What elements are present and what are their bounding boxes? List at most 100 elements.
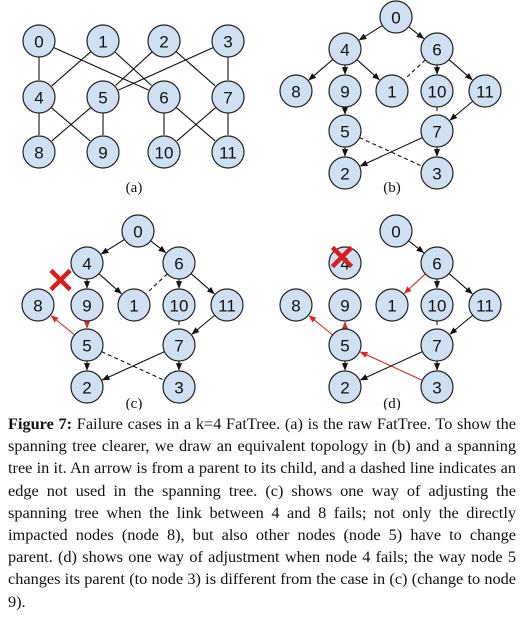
node-label: 6: [174, 255, 183, 274]
node-circle: [328, 328, 362, 362]
node-3: 3: [420, 156, 454, 190]
node-circle: [147, 80, 181, 114]
node-label: 10: [170, 297, 189, 316]
edge-0-4: [100, 239, 125, 255]
caption-text: Failure cases in a k=4 FatTree. (a) is t…: [8, 414, 516, 611]
node-9: 9: [70, 288, 104, 322]
node-1: 1: [86, 24, 120, 58]
node-3: 3: [211, 24, 245, 58]
node-3: 3: [420, 370, 454, 404]
node-label: 6: [432, 255, 441, 274]
node-circle: [328, 32, 362, 66]
node-9: 9: [86, 135, 120, 169]
node-label: 5: [340, 337, 349, 356]
node-circle: [22, 24, 56, 58]
node-5: 5: [328, 114, 362, 148]
node-circle: [328, 156, 362, 190]
node-label: 7: [432, 337, 441, 356]
node-label: 9: [340, 297, 349, 316]
node-label: 11: [476, 83, 494, 102]
node-label: 5: [82, 337, 91, 356]
node-1: 1: [117, 288, 151, 322]
node-circle: [21, 288, 55, 322]
panel-label: (b): [383, 180, 401, 196]
node-2: 2: [328, 370, 362, 404]
node-label: 8: [291, 83, 300, 102]
node-label: 8: [33, 297, 42, 316]
edge-0-6: [150, 240, 167, 254]
node-1: 1: [375, 288, 409, 322]
node-label: 7: [223, 89, 232, 108]
node-circle: [328, 114, 362, 148]
edge-6-11: [448, 273, 473, 295]
node-10: 10: [147, 135, 181, 169]
node-label: 0: [34, 33, 43, 52]
node-label: 4: [82, 255, 91, 274]
node-label: 1: [129, 297, 138, 316]
edge-7-2: [359, 137, 423, 167]
node-circle: [375, 288, 409, 322]
node-6: 6: [420, 246, 454, 280]
node-circle: [375, 74, 409, 108]
node-circle: [22, 135, 56, 169]
edge-0-6: [408, 26, 425, 40]
edge-11-7: [449, 314, 474, 335]
edge-6-11: [448, 59, 473, 81]
edge-2-5: [115, 51, 153, 86]
node-4: 4: [70, 246, 104, 280]
node-2: 2: [328, 156, 362, 190]
node-circle: [70, 246, 104, 280]
edge-5-3: [101, 351, 164, 381]
node-circle: [162, 246, 196, 280]
figure-diagram: 0 1 2 34 5 6 78 9 10 11(a) 04 68 9 1 10 115 72 3(b) 04 68…: [21, 0, 502, 410]
node-label: 3: [174, 379, 183, 398]
node-circle: [328, 370, 362, 404]
node-label: 8: [291, 297, 300, 316]
node-9: 9: [328, 288, 362, 322]
node-circle: [468, 288, 502, 322]
node-circle: [162, 370, 196, 404]
node-5: 5: [70, 328, 104, 362]
node-1: 1: [375, 74, 409, 108]
node-circle: [147, 135, 181, 169]
node-circle: [420, 370, 454, 404]
edge-0-4: [358, 25, 383, 41]
node-0: 0: [121, 214, 155, 248]
node-11: 11: [468, 288, 502, 322]
edge-4-1: [98, 273, 122, 295]
node-2: 2: [147, 24, 181, 58]
edge-4-8: [308, 58, 334, 81]
node-label: 2: [159, 33, 168, 52]
node-label: 4: [340, 41, 349, 60]
edge-5-3: [359, 137, 422, 167]
node-circle: [86, 24, 120, 58]
node-label: 2: [340, 165, 349, 184]
node-label: 8: [34, 144, 43, 163]
node-label: 9: [82, 297, 91, 316]
edge-5-8: [51, 107, 92, 142]
node-label: 10: [155, 144, 174, 163]
node-label: 11: [476, 297, 494, 316]
node-label: 4: [340, 255, 349, 274]
panel-a: 0 1 2 3 4 5 6 7 8 9 10 11 (a): [22, 24, 245, 196]
edge-4-1: [356, 59, 380, 81]
node-circle: [420, 246, 454, 280]
node-circle: [70, 370, 104, 404]
edge-5-8: [308, 315, 333, 336]
node-circle: [328, 288, 362, 322]
node-circle: [162, 288, 196, 322]
node-8: 8: [22, 135, 56, 169]
node-circle: [70, 328, 104, 362]
node-label: 4: [34, 89, 43, 108]
edge-0-6: [408, 240, 425, 254]
edge-7-2: [359, 351, 423, 381]
node-7: 7: [162, 328, 196, 362]
panel-label: (d): [383, 396, 401, 410]
node-circle: [420, 114, 454, 148]
node-9: 9: [328, 74, 362, 108]
node-7: 7: [211, 80, 245, 114]
node-circle: [86, 135, 120, 169]
node-4: 4: [22, 80, 56, 114]
node-circle: [211, 24, 245, 58]
node-11: 11: [468, 74, 502, 108]
